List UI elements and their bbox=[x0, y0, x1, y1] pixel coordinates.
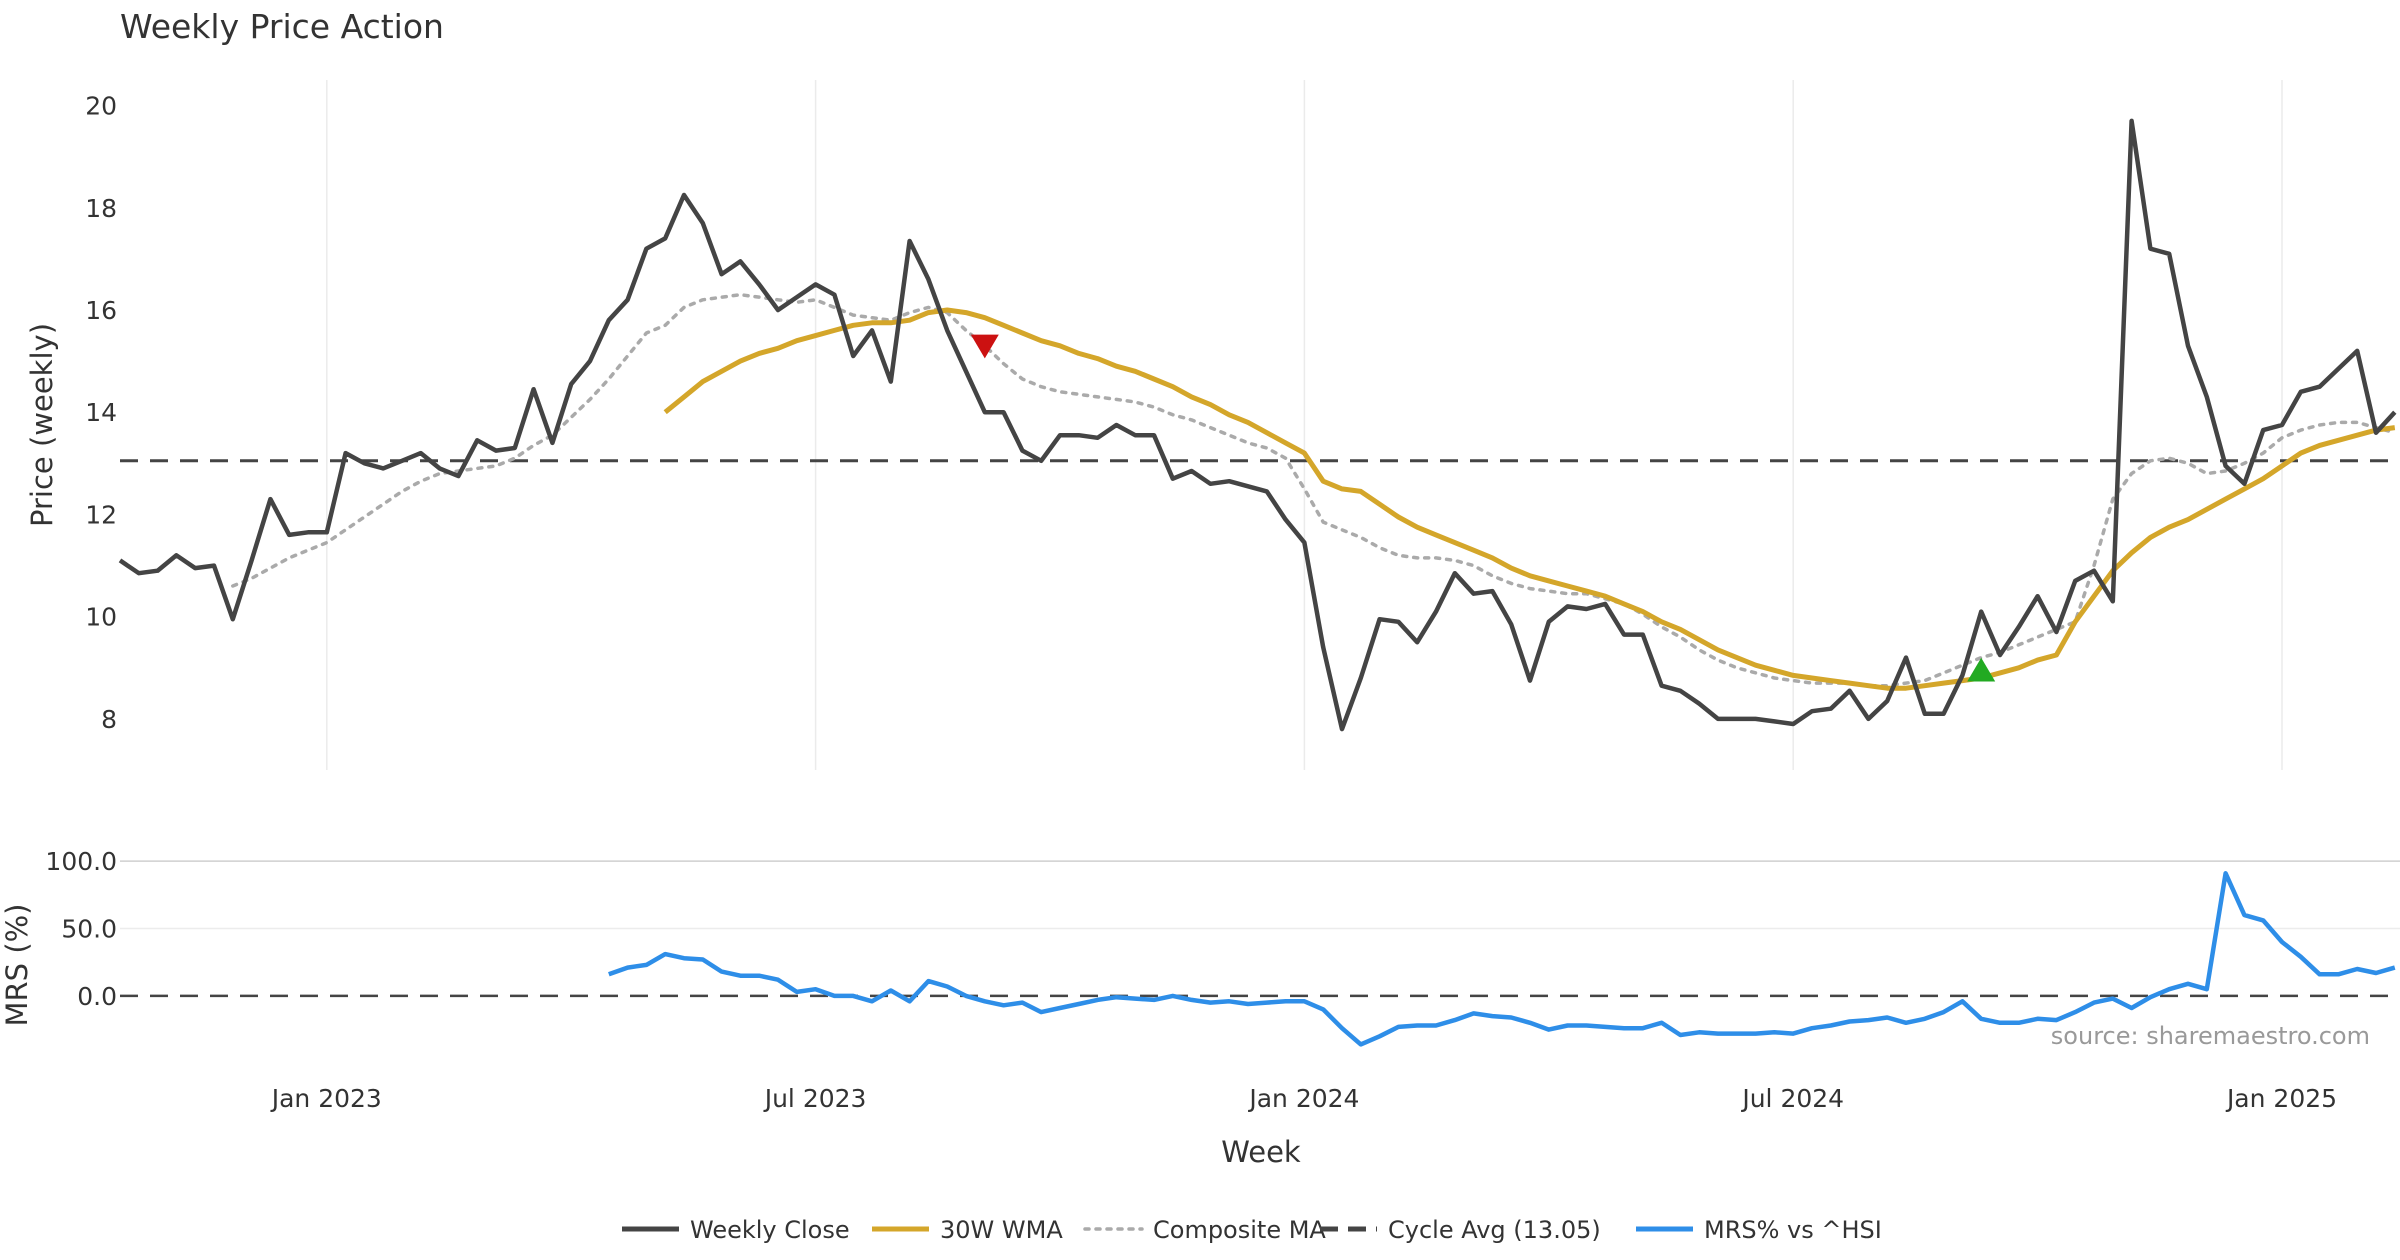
legend-label: Composite MA bbox=[1153, 1216, 1326, 1244]
legend-label: Weekly Close bbox=[690, 1216, 850, 1244]
legend-label: 30W WMA bbox=[940, 1216, 1063, 1244]
legend-label: Cycle Avg (13.05) bbox=[1388, 1216, 1601, 1244]
mrs-y-axis-label: MRS (%) bbox=[0, 904, 34, 1027]
weekly-close-line bbox=[118, 118, 2397, 732]
buy-signal-marker bbox=[1967, 657, 1996, 682]
legend: Weekly Close 30W WMA Composite MA Cycle Avg… bbox=[622, 1216, 1882, 1244]
price-y-tick-label: 18 bbox=[85, 194, 117, 223]
chart-title: Weekly Price Action bbox=[120, 7, 444, 46]
x-tick-label: Jan 2024 bbox=[1247, 1084, 1359, 1113]
mrs-y-tick-label: 50.0 bbox=[61, 915, 117, 944]
price-y-tick-label: 10 bbox=[85, 603, 117, 632]
composite-ma-line bbox=[231, 292, 2397, 688]
wma-30w-line bbox=[663, 307, 2396, 691]
x-axis-label: Week bbox=[1221, 1135, 1301, 1169]
price-y-tick-label: 12 bbox=[85, 500, 117, 529]
x-tick-label: Jan 2025 bbox=[2225, 1084, 2337, 1113]
source-note: source: sharemaestro.com bbox=[2051, 1022, 2370, 1050]
series-lines bbox=[118, 118, 2400, 1047]
x-tick-label: Jul 2023 bbox=[763, 1084, 867, 1113]
x-tick-label: Jan 2023 bbox=[270, 1084, 382, 1113]
mrs-y-tick-label: 0.0 bbox=[77, 982, 117, 1011]
legend-label: MRS% vs ^HSI bbox=[1704, 1216, 1882, 1244]
mrs-line bbox=[608, 871, 2396, 1047]
x-tick-label: Jul 2024 bbox=[1740, 1084, 1844, 1113]
price-y-tick-label: 8 bbox=[101, 705, 117, 734]
mrs-y-tick-label: 100.0 bbox=[45, 847, 117, 876]
axis-ticks: Jan 2023 Jul 2023 Jan 2024 Jul 2024 Jan 2025… bbox=[45, 92, 2337, 1113]
price-y-axis-label: Price (weekly) bbox=[25, 323, 59, 527]
sell-signal-marker bbox=[970, 334, 999, 359]
signal-markers bbox=[970, 334, 1996, 682]
price-y-tick-label: 20 bbox=[85, 92, 117, 121]
gridlines bbox=[120, 80, 2400, 930]
price-y-tick-label: 14 bbox=[85, 398, 117, 427]
price-y-tick-label: 16 bbox=[85, 296, 117, 325]
